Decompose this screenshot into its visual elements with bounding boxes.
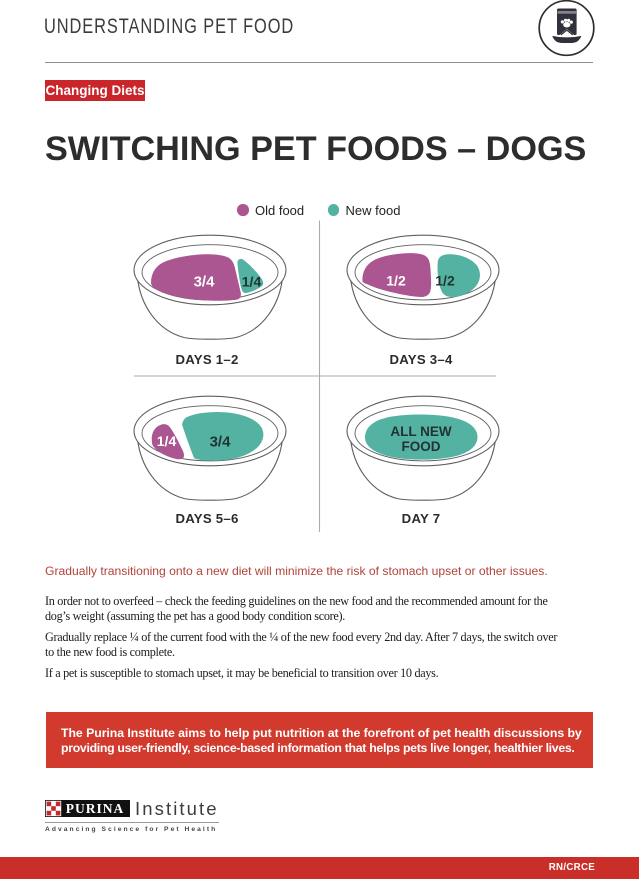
svg-text:1/2: 1/2 [435,273,455,289]
svg-text:1/4: 1/4 [242,274,262,290]
svg-text:DAYS 5–6: DAYS 5–6 [175,511,238,526]
svg-text:DAYS 3–4: DAYS 3–4 [389,352,453,367]
svg-text:3/4: 3/4 [210,434,232,451]
svg-text:FOOD: FOOD [402,439,441,454]
svg-text:DAY 7: DAY 7 [402,511,441,526]
svg-text:1/2: 1/2 [386,273,406,289]
svg-text:ALL NEW: ALL NEW [390,424,452,439]
svg-text:3/4: 3/4 [194,274,216,291]
svg-text:PURINA: PURINA [66,801,125,816]
svg-text:DAYS 1–2: DAYS 1–2 [175,352,238,367]
svg-text:1/4: 1/4 [157,433,177,449]
